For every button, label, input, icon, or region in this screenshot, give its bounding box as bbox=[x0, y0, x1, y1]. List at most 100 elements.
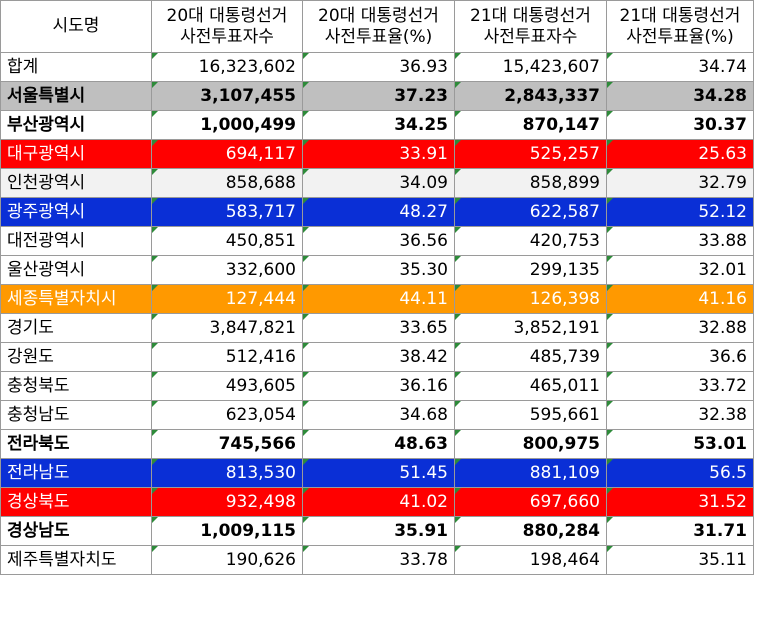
cell-20-voters[interactable]: 16,323,602 bbox=[151, 52, 303, 82]
cell-21-voters[interactable]: 858,899 bbox=[454, 168, 607, 198]
header-cell-21-voters[interactable]: 21대 대통령선거 사전투표자수 bbox=[454, 0, 607, 53]
cell-20-voters[interactable]: 332,600 bbox=[151, 255, 303, 285]
region-name-cell[interactable]: 울산광역시 bbox=[0, 255, 152, 285]
cell-21-rate[interactable]: 32.88 bbox=[606, 313, 754, 343]
cell-21-rate[interactable]: 33.88 bbox=[606, 226, 754, 256]
cell-20-rate[interactable]: 48.27 bbox=[302, 197, 455, 227]
cell-21-voters[interactable]: 299,135 bbox=[454, 255, 607, 285]
region-name-cell[interactable]: 강원도 bbox=[0, 342, 152, 372]
region-name-cell[interactable]: 경상남도 bbox=[0, 516, 152, 546]
region-name-cell[interactable]: 대구광역시 bbox=[0, 139, 152, 169]
cell-20-voters[interactable]: 512,416 bbox=[151, 342, 303, 372]
cell-21-voters[interactable]: 198,464 bbox=[454, 545, 607, 575]
cell-21-rate[interactable]: 41.16 bbox=[606, 284, 754, 314]
cell-20-rate[interactable]: 34.09 bbox=[302, 168, 455, 198]
cell-20-rate[interactable]: 33.91 bbox=[302, 139, 455, 169]
header-20-rate-line2: 사전투표율(%) bbox=[324, 26, 433, 47]
cell-21-rate[interactable]: 32.38 bbox=[606, 400, 754, 430]
cell-21-voters[interactable]: 3,852,191 bbox=[454, 313, 607, 343]
cell-21-rate[interactable]: 25.63 bbox=[606, 139, 754, 169]
region-name-cell[interactable]: 전라남도 bbox=[0, 458, 152, 488]
cell-21-rate[interactable]: 56.5 bbox=[606, 458, 754, 488]
cell-21-voters[interactable]: 420,753 bbox=[454, 226, 607, 256]
cell-20-rate[interactable]: 35.30 bbox=[302, 255, 455, 285]
cell-20-rate[interactable]: 37.23 bbox=[302, 81, 455, 111]
cell-21-rate[interactable]: 32.79 bbox=[606, 168, 754, 198]
cell-20-voters[interactable]: 932,498 bbox=[151, 487, 303, 517]
cell-20-rate[interactable]: 36.93 bbox=[302, 52, 455, 82]
cell-20-rate[interactable]: 33.65 bbox=[302, 313, 455, 343]
cell-20-voters[interactable]: 1,000,499 bbox=[151, 110, 303, 140]
header-cell-region[interactable]: 시도명 bbox=[0, 0, 152, 53]
cell-21-voters[interactable]: 870,147 bbox=[454, 110, 607, 140]
cell-20-voters[interactable]: 813,530 bbox=[151, 458, 303, 488]
cell-21-rate[interactable]: 35.11 bbox=[606, 545, 754, 575]
cell-20-voters[interactable]: 1,009,115 bbox=[151, 516, 303, 546]
header-cell-20-voters[interactable]: 20대 대통령선거 사전투표자수 bbox=[151, 0, 303, 53]
cell-20-voters[interactable]: 3,847,821 bbox=[151, 313, 303, 343]
region-name-cell[interactable]: 경기도 bbox=[0, 313, 152, 343]
cell-21-rate[interactable]: 53.01 bbox=[606, 429, 754, 459]
table-row: 충청북도 493,605 36.16 465,011 33.72 bbox=[0, 371, 754, 401]
region-name-cell[interactable]: 대전광역시 bbox=[0, 226, 152, 256]
region-name-cell[interactable]: 충청남도 bbox=[0, 400, 152, 430]
cell-21-voters[interactable]: 880,284 bbox=[454, 516, 607, 546]
cell-21-rate[interactable]: 33.72 bbox=[606, 371, 754, 401]
cell-20-voters[interactable]: 623,054 bbox=[151, 400, 303, 430]
cell-20-rate[interactable]: 36.16 bbox=[302, 371, 455, 401]
cell-21-voters[interactable]: 881,109 bbox=[454, 458, 607, 488]
cell-21-voters[interactable]: 485,739 bbox=[454, 342, 607, 372]
cell-20-rate[interactable]: 34.68 bbox=[302, 400, 455, 430]
cell-20-rate[interactable]: 48.63 bbox=[302, 429, 455, 459]
region-name-cell[interactable]: 세종특별자치시 bbox=[0, 284, 152, 314]
cell-21-rate[interactable]: 52.12 bbox=[606, 197, 754, 227]
cell-21-voters[interactable]: 595,661 bbox=[454, 400, 607, 430]
cell-20-voters[interactable]: 858,688 bbox=[151, 168, 303, 198]
region-name-cell[interactable]: 합계 bbox=[0, 52, 152, 82]
cell-20-voters[interactable]: 583,717 bbox=[151, 197, 303, 227]
cell-21-voters[interactable]: 15,423,607 bbox=[454, 52, 607, 82]
cell-20-voters[interactable]: 3,107,455 bbox=[151, 81, 303, 111]
cell-21-rate[interactable]: 34.74 bbox=[606, 52, 754, 82]
cell-20-voters[interactable]: 190,626 bbox=[151, 545, 303, 575]
cell-21-rate[interactable]: 34.28 bbox=[606, 81, 754, 111]
cell-20-voters[interactable]: 493,605 bbox=[151, 371, 303, 401]
cell-21-voters[interactable]: 800,975 bbox=[454, 429, 607, 459]
cell-20-rate[interactable]: 36.56 bbox=[302, 226, 455, 256]
cell-21-voters[interactable]: 2,843,337 bbox=[454, 81, 607, 111]
cell-21-voters[interactable]: 465,011 bbox=[454, 371, 607, 401]
region-name-cell[interactable]: 제주특별자치도 bbox=[0, 545, 152, 575]
cell-21-rate[interactable]: 31.52 bbox=[606, 487, 754, 517]
cell-20-rate[interactable]: 38.42 bbox=[302, 342, 455, 372]
header-cell-20-rate[interactable]: 20대 대통령선거 사전투표율(%) bbox=[302, 0, 455, 53]
cell-21-rate[interactable]: 36.6 bbox=[606, 342, 754, 372]
region-name-cell[interactable]: 인천광역시 bbox=[0, 168, 152, 198]
cell-20-rate[interactable]: 41.02 bbox=[302, 487, 455, 517]
region-name-cell[interactable]: 전라북도 bbox=[0, 429, 152, 459]
cell-21-rate[interactable]: 30.37 bbox=[606, 110, 754, 140]
table-row: 경상남도 1,009,115 35.91 880,284 31.71 bbox=[0, 516, 754, 546]
cell-20-rate[interactable]: 33.78 bbox=[302, 545, 455, 575]
cell-20-voters[interactable]: 745,566 bbox=[151, 429, 303, 459]
cell-20-rate[interactable]: 51.45 bbox=[302, 458, 455, 488]
region-name-cell[interactable]: 서울특별시 bbox=[0, 81, 152, 111]
cell-21-voters[interactable]: 126,398 bbox=[454, 284, 607, 314]
cell-20-rate[interactable]: 35.91 bbox=[302, 516, 455, 546]
cell-21-rate[interactable]: 32.01 bbox=[606, 255, 754, 285]
cell-21-voters[interactable]: 622,587 bbox=[454, 197, 607, 227]
header-21-rate-line2: 사전투표율(%) bbox=[626, 26, 734, 47]
cell-20-rate[interactable]: 44.11 bbox=[302, 284, 455, 314]
cell-21-rate[interactable]: 31.71 bbox=[606, 516, 754, 546]
header-cell-21-rate[interactable]: 21대 대통령선거 사전투표율(%) bbox=[606, 0, 754, 53]
cell-20-voters[interactable]: 450,851 bbox=[151, 226, 303, 256]
region-name-cell[interactable]: 광주광역시 bbox=[0, 197, 152, 227]
cell-20-rate[interactable]: 34.25 bbox=[302, 110, 455, 140]
cell-21-voters[interactable]: 697,660 bbox=[454, 487, 607, 517]
region-name-cell[interactable]: 경상북도 bbox=[0, 487, 152, 517]
region-name-cell[interactable]: 부산광역시 bbox=[0, 110, 152, 140]
cell-20-voters[interactable]: 694,117 bbox=[151, 139, 303, 169]
table-row: 광주광역시 583,717 48.27 622,587 52.12 bbox=[0, 197, 754, 227]
cell-21-voters[interactable]: 525,257 bbox=[454, 139, 607, 169]
cell-20-voters[interactable]: 127,444 bbox=[151, 284, 303, 314]
region-name-cell[interactable]: 충청북도 bbox=[0, 371, 152, 401]
